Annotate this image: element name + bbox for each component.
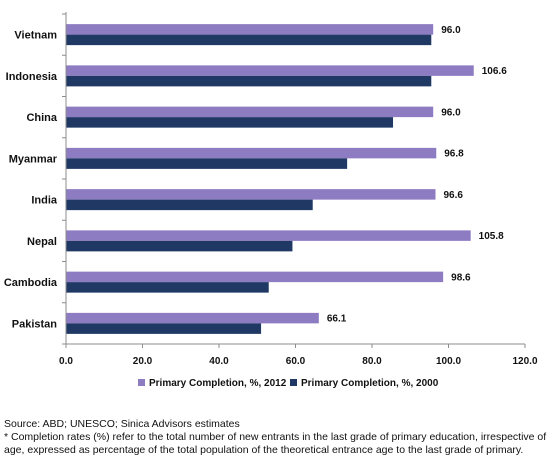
x-tick-label: 100.0 [436,356,461,367]
data-label-india: 96.6 [443,190,463,201]
source-note: Source: ABD; UNESCO; Sinica Advisors est… [4,418,240,430]
legend-swatch-2012 [138,379,145,386]
x-tick-label: 0.0 [59,356,73,367]
bar-2012-vietnam [66,24,434,35]
bar-2012-nepal [66,230,471,241]
bar-2000-china [66,117,394,128]
legend-swatch-2000 [290,379,297,386]
category-label-pakistan: Pakistan [12,318,58,330]
category-label-india: India [31,195,58,207]
bar-2000-pakistan [66,323,262,334]
x-tick-labels: 0.0 20.0 40.0 60.0 80.0 100.0 120.0 [59,356,538,367]
x-tick-label: 80.0 [362,356,382,367]
category-label-indonesia: Indonesia [6,71,58,83]
legend-label-2000: Primary Completion, %, 2000 [301,378,439,389]
data-label-pakistan: 66.1 [327,314,347,325]
bars-group: 96.0 106.6 96.0 96.8 96.6 105.8 98.6 66.1 [66,24,507,334]
bar-2000-nepal [66,240,293,252]
bar-2000-vietnam [66,34,432,46]
category-label-vietnam: Vietnam [14,30,57,42]
data-label-china: 96.0 [441,107,461,118]
data-label-myanmar: 96.8 [444,149,464,160]
footnote: * Completion rates (%) refer to the tota… [4,431,547,456]
category-label-myanmar: Myanmar [9,153,58,165]
bar-2012-china [66,106,434,118]
axes-group [62,12,526,348]
bar-2012-myanmar [66,147,437,159]
data-label-nepal: 105.8 [479,231,504,242]
bar-2012-cambodia [66,271,444,283]
bar-2012-indonesia [66,65,474,76]
bar-2012-pakistan [66,312,319,324]
x-tick-label: 60.0 [286,356,306,367]
x-tick-label: 20.0 [133,356,153,367]
category-labels: Vietnam Indonesia China Myanmar India Nepal Ca… [4,30,58,331]
category-label-nepal: Nepal [27,236,57,248]
x-tick-label: 120.0 [512,356,537,367]
bar-chart: 96.0 106.6 96.0 96.8 96.6 105.8 98.6 66.1 Vietn… [4,12,538,389]
legend-label-2012: Primary Completion, %, 2012 [149,378,287,389]
bar-2012-india [66,189,436,200]
bar-2000-cambodia [66,282,269,293]
bar-2000-indonesia [66,75,432,87]
data-label-cambodia: 98.6 [451,272,471,283]
bar-2000-india [66,199,313,211]
x-tick-label: 40.0 [209,356,229,367]
category-label-cambodia: Cambodia [4,277,58,289]
data-label-vietnam: 96.0 [441,25,461,36]
data-label-indonesia: 106.6 [482,66,507,77]
chart-notes: Source: ABD; UNESCO; Sinica Advisors est… [4,418,556,457]
category-label-china: China [26,112,57,124]
legend: Primary Completion, %, 2012 Primary Compl… [138,378,439,389]
bar-2000-myanmar [66,158,348,169]
